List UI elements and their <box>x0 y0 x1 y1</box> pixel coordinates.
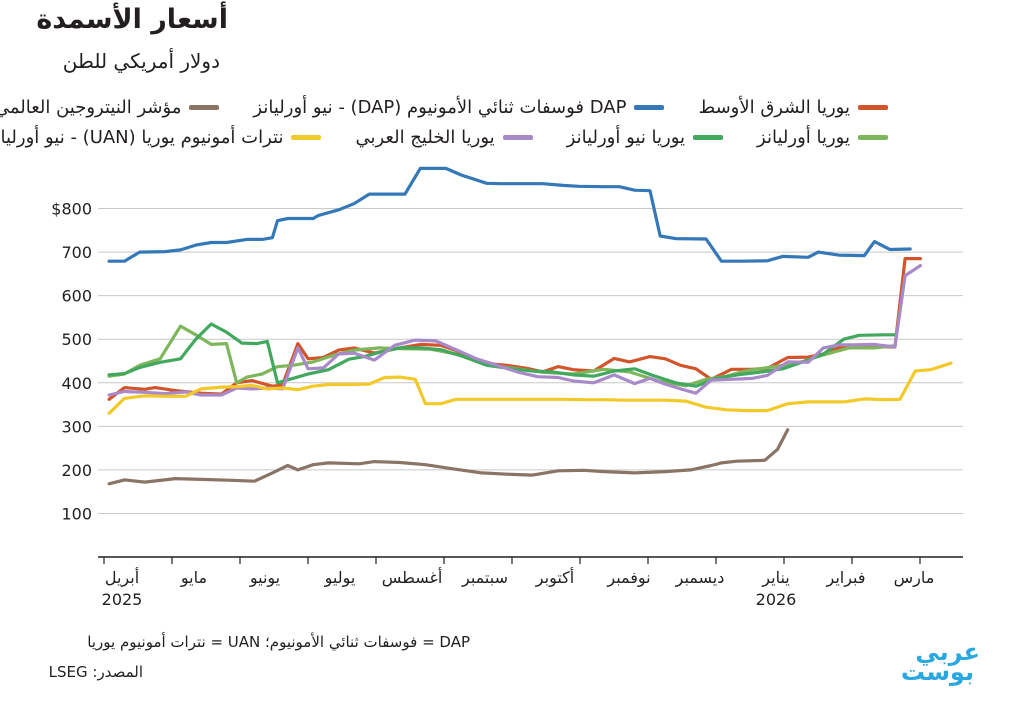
series-line-urea_nola <box>107 322 897 388</box>
legend-item-n-index: مؤشر النيتروجين العالمي <box>0 97 220 118</box>
legend-label: يوريا الشرق الأوسط <box>698 97 850 118</box>
legend-item-urea-nola: يوريا نيو أورليانز <box>566 127 724 148</box>
legend-swatch <box>502 135 533 140</box>
x-year-label: 2025 <box>102 590 143 609</box>
x-year-label: 2026 <box>756 590 797 609</box>
legend-swatch <box>693 135 724 140</box>
x-month-label: أكتوبر <box>535 567 574 588</box>
x-month-label: يوليو <box>324 568 356 588</box>
y-axis: 100 200 300 400 500 600 700 $800 <box>51 200 92 524</box>
chart-subtitle: دولار أمريكي للطن <box>62 49 220 73</box>
y-tick-label: $800 <box>51 200 92 219</box>
legend-row: يوريا أورليانز يوريا نيو أورليانز يوريا … <box>0 127 888 148</box>
x-month-label: نوفمبر <box>606 568 650 588</box>
legend-label: يوريا نيو أورليانز <box>566 127 686 148</box>
series-line-urea_orl <box>107 324 897 388</box>
y-tick-label: 100 <box>61 504 92 523</box>
source-note: المصدر: LSEG <box>48 663 143 681</box>
legend-item-urea-orl: يوريا أورليانز <box>757 127 888 148</box>
series-line-dap_nola <box>107 166 912 263</box>
y-tick-label: 600 <box>61 287 92 306</box>
brand-logo: عربي بوست <box>888 640 980 686</box>
legend-item-uan-nola: نترات أمونيوم يوريا (UAN) - نيو أورليانز <box>0 127 322 148</box>
series-line-urea_gulf <box>107 264 922 397</box>
logo-line-2: بوست <box>900 658 974 686</box>
y-tick-label: 700 <box>61 243 92 262</box>
x-month-label: ديسمبر <box>675 568 725 588</box>
x-month-label: فبراير <box>825 568 865 588</box>
logo-line-1: عربي <box>915 638 980 666</box>
legend-swatch <box>858 135 888 140</box>
x-month-label: يونيو <box>249 568 280 588</box>
legend-label: يوريا الخليج العربي <box>355 127 495 148</box>
chart-title: أسعار الأسمدة <box>36 4 228 35</box>
x-axis: أبريل 2025 مايو يونيو يوليو أغسطس سبتمبر أكتوبر… <box>98 556 963 609</box>
legend-label: نترات أمونيوم يوريا (UAN) - نيو أورليانز <box>0 127 284 148</box>
x-month-label: مايو <box>180 568 207 588</box>
x-month-label: سبتمبر <box>461 568 508 588</box>
series-line-n_index <box>107 428 790 486</box>
y-tick-label: 200 <box>61 461 92 480</box>
legend-label: يوريا أورليانز <box>757 127 850 148</box>
legend-row: يوريا الشرق الأوسط DAP فوسفات ثنائي الأم… <box>0 97 888 118</box>
series-line-uan_nola <box>107 361 953 415</box>
legend-swatch <box>189 105 220 110</box>
series-lines <box>107 166 953 486</box>
footnote: DAP = فوسفات ثنائي الأمونيوم؛ UAN = نترا… <box>87 633 470 651</box>
y-tick-label: 300 <box>61 417 92 436</box>
legend-swatch <box>634 105 665 110</box>
legend-swatch <box>291 135 322 140</box>
x-month-label: مارس <box>894 568 935 588</box>
legend-item-dap-nola: DAP فوسفات ثنائي الأمونيوم (DAP) - نيو أ… <box>253 97 665 118</box>
x-month-label: يناير <box>761 568 789 588</box>
y-tick-label: 500 <box>61 330 92 349</box>
legend-swatch <box>858 105 888 110</box>
legend-label: DAP فوسفات ثنائي الأمونيوم (DAP) - نيو أ… <box>253 97 627 118</box>
legend-label: مؤشر النيتروجين العالمي <box>0 97 182 118</box>
legend-item-urea-gulf: يوريا الخليج العربي <box>355 127 533 148</box>
series-line-urea_me <box>107 257 922 401</box>
y-tick-label: 400 <box>61 374 92 393</box>
line-chart: 100 200 300 400 500 600 700 $800 أبريل 2025 مايو ي… <box>51 166 963 609</box>
x-month-label: أغسطس <box>382 567 443 588</box>
x-month-label: أبريل <box>105 567 139 588</box>
legend-item-urea-me: يوريا الشرق الأوسط <box>698 97 888 118</box>
